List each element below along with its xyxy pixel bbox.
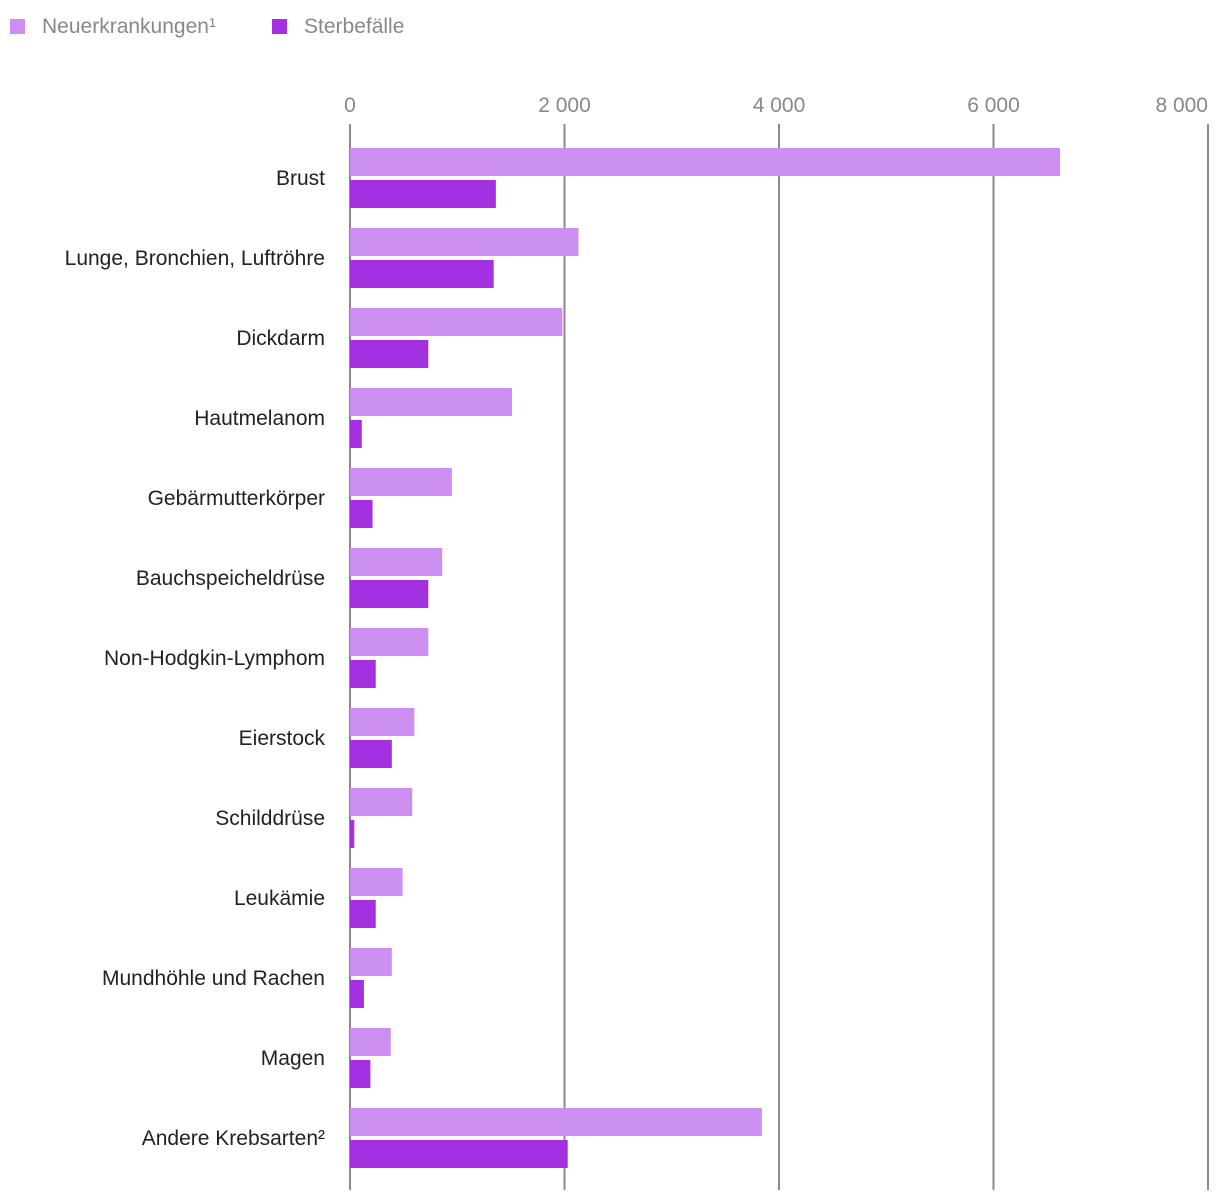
bar-neuerkrankungen: [350, 788, 413, 816]
bar-neuerkrankungen: [350, 948, 392, 976]
bar-sterbefaelle: [350, 740, 392, 768]
bar-sterbefaelle: [350, 340, 429, 368]
chart-legend: Neuerkrankungen¹ Sterbefälle: [10, 15, 404, 38]
category-label: Magen: [261, 1047, 325, 1070]
category-label: Lunge, Bronchien, Luftröhre: [65, 247, 325, 270]
bar-sterbefaelle: [350, 580, 429, 608]
category-label: Eierstock: [239, 727, 326, 750]
category-label: Schilddrüse: [215, 807, 325, 830]
bar-sterbefaelle: [350, 180, 496, 208]
bar-neuerkrankungen: [350, 388, 512, 416]
category-label: Bauchspeicheldrüse: [136, 567, 325, 590]
x-tick-label: 2 000: [538, 94, 591, 117]
category-label: Mundhöhle und Rachen: [102, 967, 325, 990]
legend-label-1: Sterbefälle: [304, 15, 404, 38]
bar-neuerkrankungen: [350, 1028, 391, 1056]
bar-sterbefaelle: [350, 900, 376, 928]
category-label: Non-Hodgkin-Lymphom: [104, 647, 325, 670]
category-label: Hautmelanom: [194, 407, 325, 430]
bar-neuerkrankungen: [350, 868, 403, 896]
x-tick-label: 4 000: [753, 94, 806, 117]
category-label: Leukämie: [234, 887, 325, 910]
bar-neuerkrankungen: [350, 1108, 762, 1136]
x-axis-ticks: 0 2 000 4 000 6 000 8 000: [344, 94, 1208, 117]
bar-neuerkrankungen: [350, 628, 429, 656]
gridlines: [349, 124, 1209, 1190]
category-label: Gebärmutterkörper: [148, 487, 325, 510]
category-label: Andere Krebsarten²: [142, 1127, 325, 1150]
legend-label-0: Neuerkrankungen¹: [42, 15, 216, 38]
bar-sterbefaelle: [350, 1140, 568, 1168]
category-labels: Brust Lunge, Bronchien, Luftröhre Dickdarm…: [65, 167, 326, 1150]
category-label: Dickdarm: [236, 327, 325, 350]
bar-neuerkrankungen: [350, 548, 443, 576]
bars: [350, 148, 1060, 1168]
bar-neuerkrankungen: [350, 708, 415, 736]
bar-sterbefaelle: [350, 260, 494, 288]
bar-sterbefaelle: [350, 420, 362, 448]
bar-sterbefaelle: [350, 1060, 371, 1088]
bar-neuerkrankungen: [350, 308, 563, 336]
x-tick-label: 8 000: [1155, 94, 1208, 117]
bar-neuerkrankungen: [350, 468, 452, 496]
legend-swatch-1: [272, 19, 287, 34]
legend-swatch-0: [10, 19, 25, 34]
x-tick-label: 6 000: [967, 94, 1020, 117]
category-label: Brust: [276, 167, 325, 190]
bar-sterbefaelle: [350, 820, 355, 848]
bar-sterbefaelle: [350, 500, 373, 528]
bar-neuerkrankungen: [350, 148, 1060, 176]
bar-sterbefaelle: [350, 980, 364, 1008]
bar-sterbefaelle: [350, 660, 376, 688]
x-tick-label: 0: [344, 94, 356, 117]
bar-neuerkrankungen: [350, 228, 579, 256]
